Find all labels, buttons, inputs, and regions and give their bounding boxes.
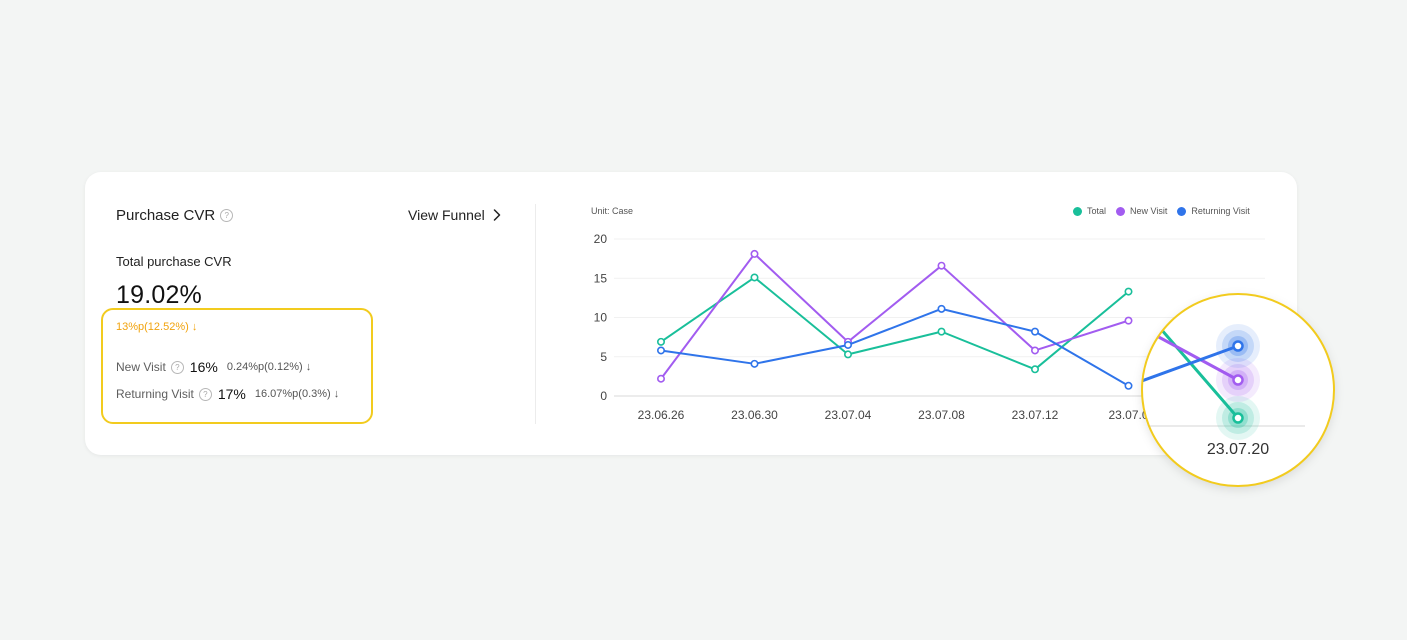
returning-visit-delta: 16.07%p(0.3%) ↓	[254, 388, 340, 400]
data-point-total[interactable]	[1031, 365, 1040, 374]
x-tick-label: 23.07.0	[1108, 408, 1148, 422]
x-tick-label: 23.07.04	[825, 408, 872, 422]
series-line-new-visit	[660, 252, 1129, 380]
returning-visit-row: Returning Visit ? 17% 16.07%p(0.3%) ↓	[116, 386, 339, 402]
view-funnel-label: View Funnel	[408, 207, 485, 223]
new-visit-value: 16%	[189, 359, 218, 375]
y-tick-label: 5	[600, 350, 607, 364]
new-visit-label: New Visit	[116, 360, 166, 374]
highlight-box	[101, 308, 373, 424]
x-tick-label: 23.07.08	[918, 408, 965, 422]
zoom-date-label: 23.07.20	[1207, 441, 1269, 458]
help-icon[interactable]: ?	[198, 387, 212, 401]
panel-title: Purchase CVR	[116, 207, 216, 224]
purchase-cvr-card: Purchase CVR ? View Funnel Total purchas…	[85, 172, 1297, 455]
data-point-returning-visit[interactable]	[750, 359, 759, 368]
series-line-returning-visit	[660, 307, 1130, 387]
data-point-new-visit[interactable]	[1031, 346, 1040, 355]
returning-visit-label: Returning Visit	[116, 387, 194, 401]
zoom-point-returning-visit[interactable]	[1232, 340, 1244, 352]
zoom-lens-ring	[1141, 293, 1335, 487]
data-point-new-visit[interactable]	[1124, 316, 1133, 325]
total-cvr-value: 19.02%	[116, 281, 202, 309]
data-point-total[interactable]	[843, 350, 852, 359]
summary-panel: Purchase CVR ? View Funnel Total purchas…	[85, 172, 535, 455]
y-tick-label: 15	[594, 271, 608, 285]
data-point-returning-visit[interactable]	[1031, 327, 1040, 336]
zoom-point-new-visit[interactable]	[1232, 374, 1244, 386]
help-icon[interactable]: ?	[220, 209, 234, 222]
x-tick-label: 23.06.30	[731, 408, 778, 422]
total-cvr-delta: 13%p(12.52%) ↓	[116, 321, 198, 333]
data-point-returning-visit[interactable]	[1124, 381, 1133, 390]
data-point-returning-visit[interactable]	[937, 304, 946, 313]
help-icon[interactable]: ?	[170, 360, 184, 374]
new-visit-row: New Visit ? 16% 0.24%p(0.12%) ↓	[116, 359, 311, 375]
data-point-new-visit[interactable]	[937, 261, 946, 270]
zoom-series-line-returning-visit	[1142, 344, 1240, 388]
view-funnel-link[interactable]: View Funnel	[408, 207, 501, 223]
data-point-new-visit[interactable]	[750, 249, 759, 258]
zoom-callout: 23.07.20	[1141, 293, 1335, 487]
total-cvr-label: Total purchase CVR	[116, 254, 232, 269]
zoom-point-total[interactable]	[1232, 412, 1244, 424]
data-point-returning-visit[interactable]	[843, 340, 852, 349]
data-point-total[interactable]	[750, 273, 759, 282]
y-tick-label: 0	[600, 389, 607, 403]
panel-divider	[535, 204, 536, 424]
data-point-total[interactable]	[656, 337, 665, 346]
new-visit-delta: 0.24%p(0.12%) ↓	[226, 361, 312, 373]
x-tick-label: 23.06.26	[638, 408, 685, 422]
title-row: Purchase CVR ?	[116, 207, 234, 224]
x-tick-label: 23.07.12	[1012, 408, 1059, 422]
chevron-right-icon	[493, 209, 501, 221]
series-line-total	[660, 276, 1130, 371]
returning-visit-value: 17%	[217, 386, 246, 402]
data-point-total[interactable]	[1124, 287, 1133, 296]
zoom-lens	[1142, 294, 1334, 486]
data-point-returning-visit[interactable]	[656, 346, 665, 355]
y-tick-label: 10	[594, 311, 608, 325]
data-point-new-visit[interactable]	[656, 374, 665, 383]
data-point-total[interactable]	[937, 327, 946, 336]
y-tick-label: 20	[594, 232, 608, 246]
